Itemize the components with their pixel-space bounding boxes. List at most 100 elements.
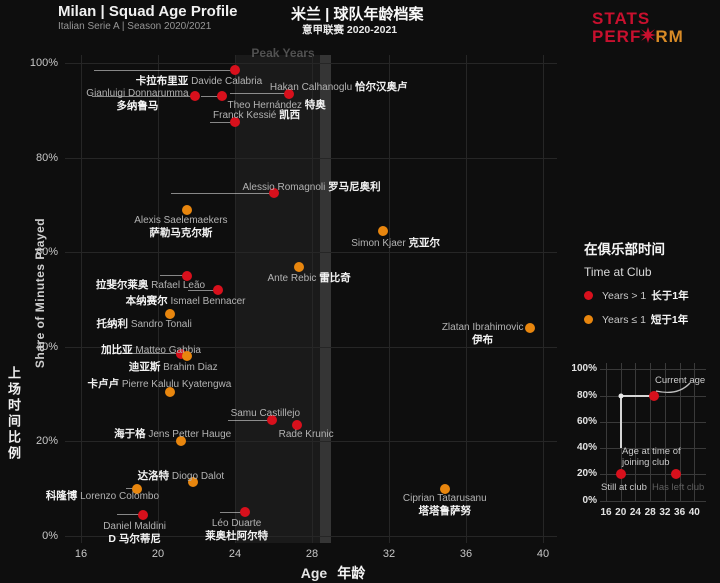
y-gridline (65, 63, 557, 65)
player-dot (164, 308, 175, 319)
mini-x-gridline (635, 363, 637, 501)
x-gridline (389, 55, 390, 543)
time-at-club-legend: 在俱乐部时间 Time at Club Years > 1 长于1年 Years… (584, 238, 689, 327)
player-dot (181, 204, 192, 215)
label-leader-line (116, 514, 143, 516)
label-leader-line (187, 289, 218, 291)
player-label: Alessio Romagnoli 罗马尼奥利 (242, 181, 381, 194)
page-subtitle-en: Italian Serie A | Season 2020/2021 (58, 21, 212, 32)
mini-x-gridline (664, 363, 666, 501)
player-label: 加比亚 Matteo Gabbia (101, 343, 201, 356)
starburst-icon (640, 27, 657, 46)
mini-y-tick-label: 80% (576, 389, 597, 401)
y-tick-label: 40% (35, 340, 58, 353)
x-axis-title-zh: 年龄 (337, 565, 366, 581)
y-gridline (65, 157, 557, 159)
label-leader-line (159, 275, 187, 277)
player-dot (230, 117, 240, 128)
still-at-club-label: Still at club (601, 482, 647, 493)
label-leader-line (170, 192, 274, 194)
x-tick-label: 36 (459, 548, 473, 560)
joining-age-annotation-line2: joining club (622, 457, 670, 468)
mini-y-tick-label: 20% (576, 468, 597, 480)
current-age-annotation: Current age (655, 375, 706, 386)
player-label: 卡卢卢 Pierre Kalulu Kyatengwa (87, 377, 232, 390)
player-dot (131, 483, 142, 494)
player-label: Ante Rebic 雷比奇 (267, 271, 351, 284)
y-tick-label: 100% (29, 57, 58, 70)
y-gridline (65, 252, 557, 254)
x-gridline (235, 55, 236, 543)
player-dot (176, 436, 187, 447)
player-label: 本纳赛尔 Ismael Bennacer (125, 295, 246, 308)
mini-x-tick-label: 24 (629, 507, 641, 518)
player-label: Zlatan Ibrahimovic 伊布 (441, 321, 524, 346)
player-label: Theo Hernández 特奥 (227, 99, 326, 112)
y-tick-label: 80% (35, 151, 58, 164)
label-leader-line (210, 121, 235, 123)
player-dot (268, 188, 279, 199)
page-title-zh: 米兰 | 球队年龄档案 (291, 6, 424, 23)
player-label: 托纳利 Sandro Tonali (96, 317, 192, 330)
still-at-club-dot (615, 469, 626, 480)
mini-x-gridline (650, 363, 652, 501)
mini-y-tick-label: 60% (576, 415, 597, 427)
mini-y-gridline (600, 448, 706, 450)
mini-x-gridline (694, 363, 696, 501)
has-left-club-label: Has left club (652, 482, 705, 493)
logo-line2-right: RM (655, 26, 684, 46)
y-axis-title-zh: 上场时间比例 (6, 366, 21, 462)
peak-years-label: Peak Years (251, 46, 315, 60)
player-dot (187, 476, 198, 487)
mini-x-tick-label: 36 (674, 507, 686, 518)
label-leader-line (227, 419, 272, 421)
has-left-club-dot (670, 469, 681, 480)
label-leader-line (91, 95, 195, 97)
x-axis-title: Age 年龄 (301, 563, 365, 583)
mini-x-gridline (606, 363, 607, 501)
page-subtitle-zh: 意甲联赛 2020-2021 (302, 24, 398, 36)
mini-x-tick-label: 28 (644, 507, 656, 518)
mini-x-tick-label: 40 (688, 507, 700, 518)
y-tick-label: 0% (42, 530, 58, 542)
peak-years-band (235, 55, 332, 543)
player-label: 达洛特 Diogo Dalot (137, 469, 225, 482)
legend-item-years-le1: Years ≤ 1 短于1年 (584, 312, 689, 327)
player-label: 卡拉布里亚 Davide Calabria (135, 75, 263, 88)
legend-item-label-zh: 短于1年 (650, 314, 689, 326)
player-dot (293, 261, 304, 272)
mini-x-tick-label: 32 (659, 507, 671, 518)
mini-y-tick-label: 40% (576, 442, 597, 454)
x-tick-label: 40 (536, 548, 550, 560)
mini-y-tick-label: 100% (571, 363, 597, 375)
orange-dot-icon (584, 315, 593, 324)
player-label: Léo Duarte 莱奥杜阿尔特 (205, 518, 269, 543)
label-leader-line (219, 511, 245, 513)
x-tick-label: 20 (151, 548, 165, 560)
legend-item-label-en: Years ≤ 1 (602, 313, 646, 326)
joining-age-point (618, 393, 624, 399)
x-gridline (543, 55, 544, 543)
player-dot (137, 509, 148, 520)
red-dot-icon (584, 291, 593, 300)
logo-line2-left: PERF (592, 26, 642, 46)
player-label: Samu Castillejo (230, 408, 301, 420)
curved-arrow-icon (655, 382, 691, 394)
mini-y-gridline (600, 500, 706, 502)
x-gridline (312, 55, 313, 543)
y-gridline (65, 346, 557, 348)
player-label: Alexis Saelemaekers 萨勒马克尔斯 (134, 214, 228, 239)
player-dot (212, 285, 223, 296)
player-dot (181, 270, 192, 281)
page-title-en: Milan | Squad Age Profile (58, 3, 238, 20)
label-leader-line (229, 93, 289, 95)
y-tick-label: 20% (35, 435, 58, 448)
player-dot (216, 91, 227, 102)
legend-item-years-gt1: Years > 1 长于1年 (584, 288, 689, 303)
stats-perform-logo: STATS PERF RM (592, 10, 684, 46)
player-label: Franck Kessié 凯西 (213, 109, 301, 122)
label-leader-line (200, 95, 222, 97)
player-dot (181, 351, 192, 362)
